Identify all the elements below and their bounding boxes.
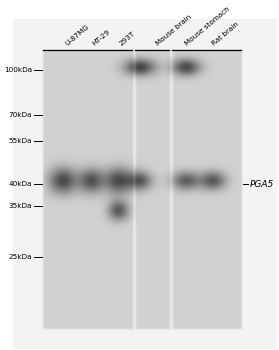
Text: 70kDa: 70kDa [9, 112, 32, 118]
Text: Mouse stomach: Mouse stomach [184, 6, 231, 47]
Text: 100kDa: 100kDa [4, 67, 32, 73]
Text: 293T: 293T [118, 30, 136, 47]
Text: HT-29: HT-29 [92, 29, 112, 47]
Text: Mouse brain: Mouse brain [155, 14, 193, 47]
Text: 25kDa: 25kDa [9, 254, 32, 260]
Text: 40kDa: 40kDa [9, 181, 32, 187]
Text: 55kDa: 55kDa [9, 138, 32, 144]
Text: U-87MG: U-87MG [64, 24, 90, 47]
Text: PGA5: PGA5 [249, 180, 274, 189]
Text: 35kDa: 35kDa [9, 203, 32, 209]
Text: Rat brain: Rat brain [211, 21, 240, 47]
